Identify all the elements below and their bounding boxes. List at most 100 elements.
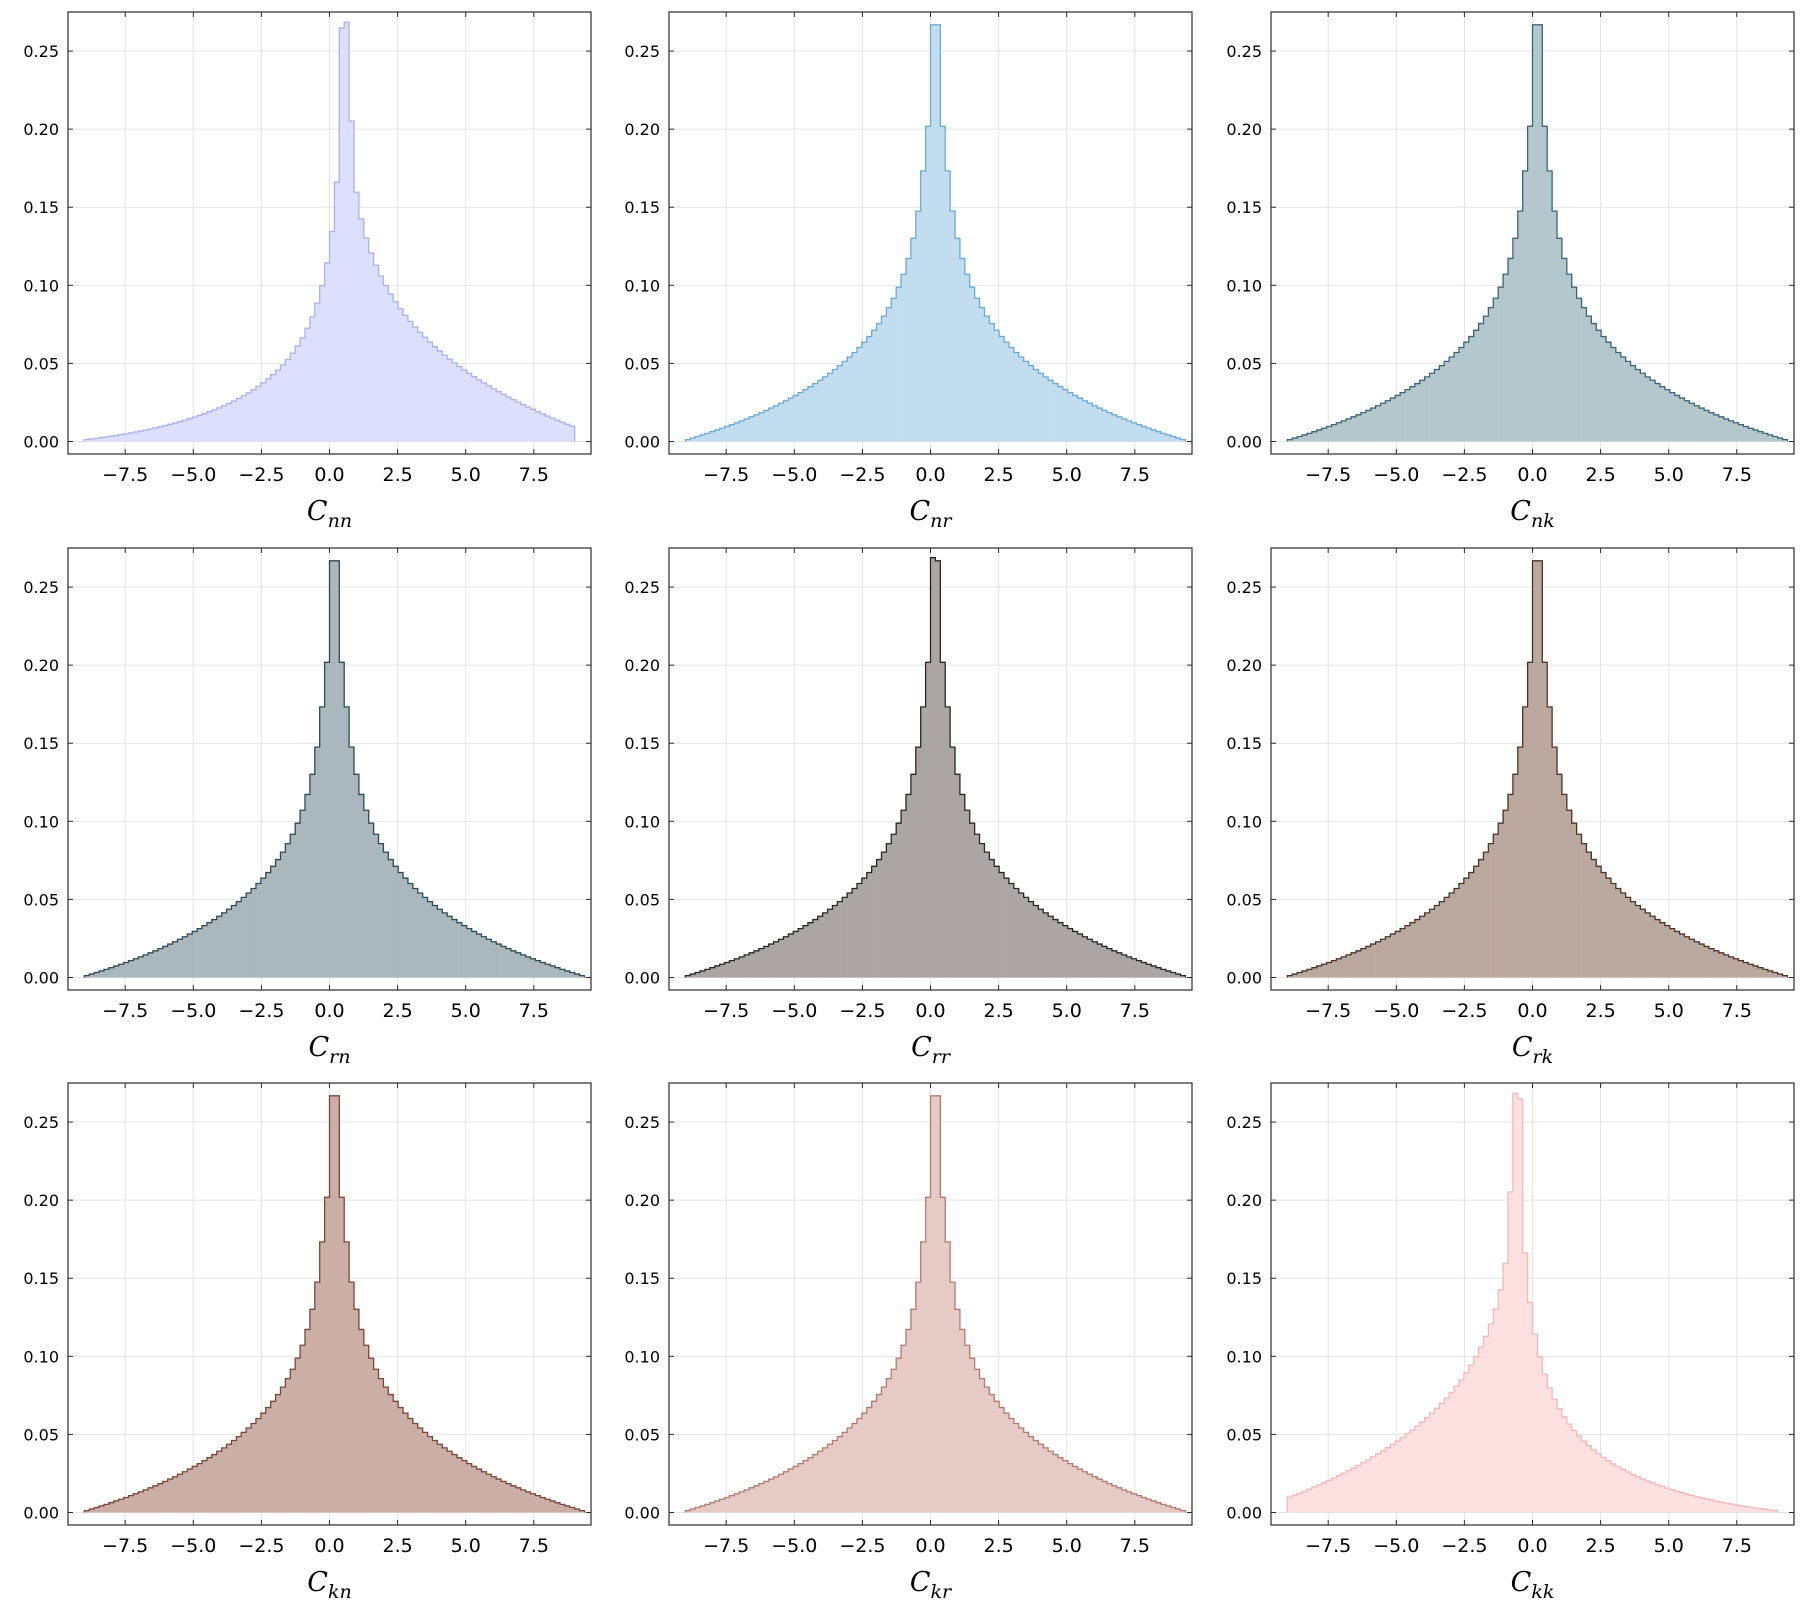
histogram-bar: [368, 252, 374, 442]
histogram-bar: [1635, 369, 1641, 442]
histogram-bar: [1321, 428, 1327, 442]
histogram-bar: [1630, 1474, 1636, 1513]
histogram-bar: [1689, 939, 1695, 978]
histogram-bar: [940, 1197, 946, 1513]
histogram-bar: [1141, 426, 1147, 442]
histogram-bar: [1748, 428, 1754, 442]
histogram-bar: [749, 1487, 755, 1513]
histogram-bar: [1444, 897, 1450, 978]
histogram-bar: [704, 1504, 711, 1513]
histogram-bar: [1635, 1476, 1641, 1513]
histogram-bar: [1028, 1436, 1034, 1513]
x-tick-label: 7.5: [1722, 1535, 1752, 1557]
histogram-bar: [255, 1418, 262, 1513]
histogram-bar: [1615, 352, 1622, 442]
histogram-bar: [520, 954, 526, 978]
histogram-bar: [1620, 357, 1626, 442]
histogram-bar: [950, 211, 956, 442]
histogram-bar: [1723, 954, 1729, 978]
histogram-bar: [388, 294, 394, 442]
histogram-bar: [1136, 424, 1142, 442]
histogram-bar: [1689, 1495, 1695, 1513]
histogram-bar: [295, 345, 301, 442]
histogram-bar: [481, 1471, 487, 1513]
histogram-bar: [231, 1440, 237, 1513]
histogram-bar: [427, 901, 433, 978]
histogram-bar: [1102, 1481, 1108, 1513]
histogram-bar: [714, 429, 720, 442]
histogram-bar: [1409, 922, 1416, 978]
y-tick-label: 0.15: [1226, 1269, 1262, 1288]
histogram-bar: [1434, 369, 1440, 442]
histogram-bar: [1341, 1473, 1347, 1513]
histogram-bar: [1669, 928, 1675, 978]
histogram-bar: [1522, 706, 1528, 978]
histogram-bar: [1709, 412, 1715, 442]
histogram-bar: [270, 866, 276, 978]
histogram-bar: [535, 960, 541, 978]
x-tick-label: −5.0: [1373, 464, 1419, 486]
histogram-bar: [216, 916, 222, 978]
histogram-bar: [1610, 1463, 1617, 1513]
histogram-bar: [113, 435, 119, 442]
histogram-bar: [822, 1447, 828, 1513]
histogram-bar: [1635, 905, 1641, 978]
histogram-bar: [569, 1507, 575, 1513]
histogram-bar: [1057, 386, 1064, 442]
histogram-bar: [363, 237, 370, 442]
histogram-bar: [378, 843, 384, 978]
histogram-bar: [1674, 1491, 1680, 1513]
histogram-bar: [1591, 1449, 1597, 1513]
histogram-bar: [832, 905, 838, 978]
histogram-bar: [1468, 336, 1474, 442]
histogram-bar: [1458, 1379, 1465, 1513]
histogram-bar: [442, 355, 448, 442]
histogram-bar: [783, 1471, 789, 1513]
histogram-bar: [157, 1483, 164, 1513]
histogram-bar: [506, 396, 512, 442]
histogram-bar: [758, 412, 765, 442]
histogram-bar: [690, 1509, 696, 1513]
x-tick-label: 2.5: [1585, 464, 1615, 486]
histogram-bar: [1718, 952, 1725, 978]
histogram-bar: [108, 436, 115, 442]
histogram-bar: [437, 1444, 443, 1513]
histogram-bar: [564, 970, 571, 978]
y-tick-label: 0.25: [23, 1113, 59, 1132]
histogram-bar: [1380, 403, 1386, 442]
histogram-bar: [1728, 1503, 1734, 1513]
histogram-bar: [714, 1500, 720, 1513]
histogram-bar: [1082, 400, 1088, 442]
histogram-bar: [1292, 438, 1298, 442]
histogram-bar: [876, 1394, 882, 1513]
histogram-bar: [206, 1457, 213, 1513]
histogram-bar: [1463, 878, 1470, 978]
histogram-bar: [466, 373, 472, 442]
histogram-bar: [1360, 948, 1367, 978]
histogram-bar: [329, 560, 335, 978]
histogram-bar: [1645, 376, 1651, 442]
histogram-bar: [1659, 1486, 1666, 1513]
histogram-bar: [1601, 872, 1607, 978]
histogram-bar: [1512, 1093, 1519, 1513]
x-tick-label: 0.0: [314, 464, 344, 486]
histogram-bar: [753, 950, 760, 978]
histogram-bar: [1542, 662, 1548, 978]
histogram-bar: [1454, 1386, 1460, 1513]
histogram-bars: [1287, 1093, 1778, 1513]
histogram-bar: [1606, 342, 1612, 442]
histogram-bar: [216, 407, 222, 442]
histogram-bar: [1625, 1472, 1631, 1513]
histogram-bar: [709, 431, 716, 442]
histogram-bar: [412, 888, 419, 978]
histogram-bar: [999, 872, 1005, 978]
y-tick-label: 0.15: [23, 1269, 59, 1288]
histogram-bar: [1013, 352, 1020, 442]
histogram-bar: [744, 1489, 750, 1513]
histogram-bar: [295, 1358, 301, 1513]
histogram-bar: [1385, 400, 1391, 442]
histogram-bar: [1723, 418, 1729, 442]
histogram-bar: [1561, 258, 1568, 442]
histogram-bar: [334, 560, 340, 978]
histogram-bar: [1772, 436, 1778, 442]
